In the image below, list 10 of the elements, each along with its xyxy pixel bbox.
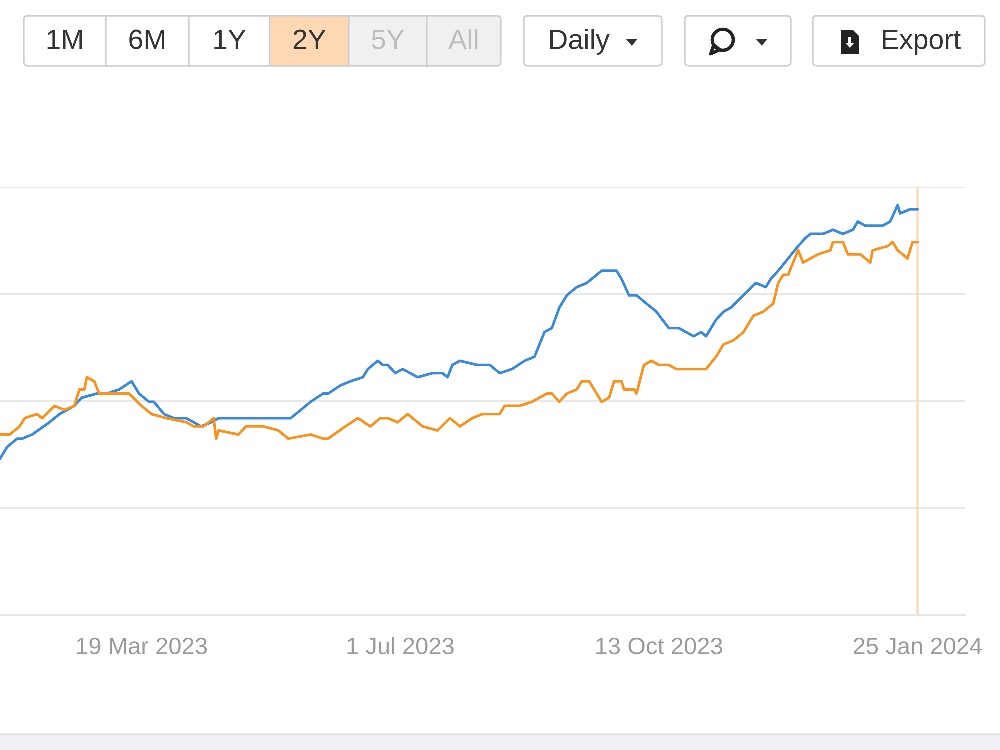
x-tick-label: 25 Jan 2024 bbox=[854, 638, 982, 655]
x-tick-label: 13 Oct 2023 bbox=[596, 638, 722, 655]
text: Daily bbox=[550, 29, 610, 55]
x-tick-label: 1 Jul 2023 bbox=[348, 637, 454, 655]
text: 2Y bbox=[294, 30, 326, 50]
text: 1Y bbox=[214, 30, 246, 50]
x-tick-label: 19 Mar 2023 bbox=[77, 638, 208, 655]
text: 1M bbox=[48, 30, 82, 50]
text: 6M bbox=[130, 30, 165, 50]
text: Export bbox=[883, 30, 961, 55]
